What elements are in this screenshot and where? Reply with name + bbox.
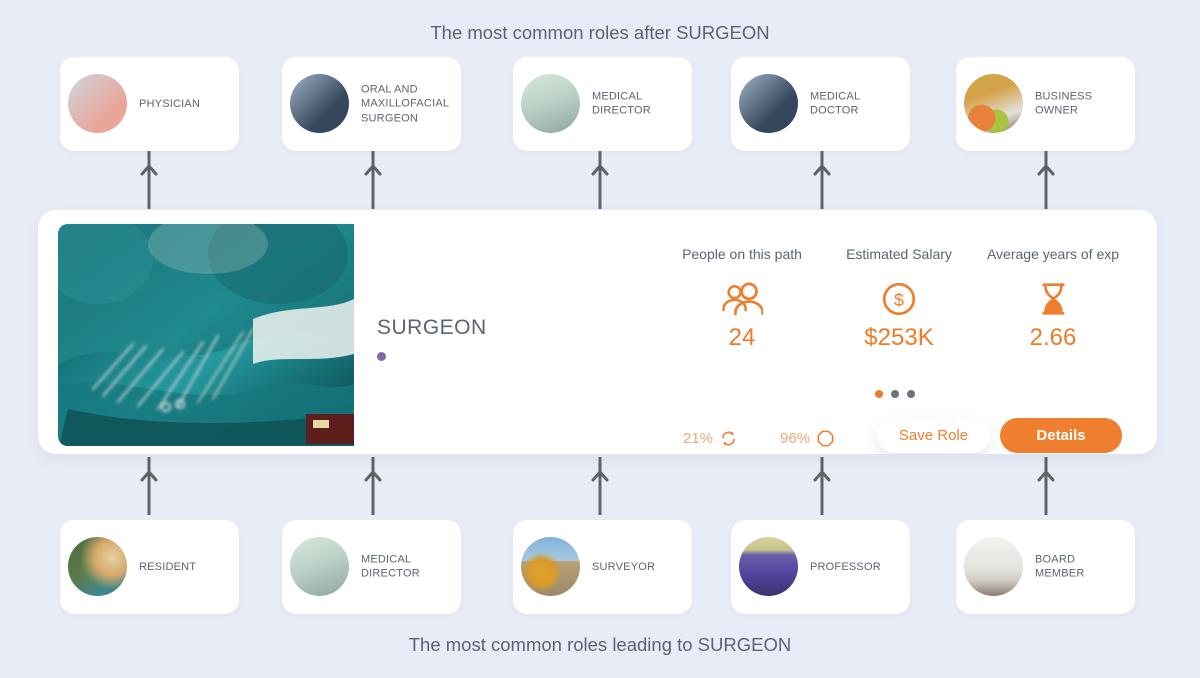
svg-text:$: $ [894, 290, 904, 310]
